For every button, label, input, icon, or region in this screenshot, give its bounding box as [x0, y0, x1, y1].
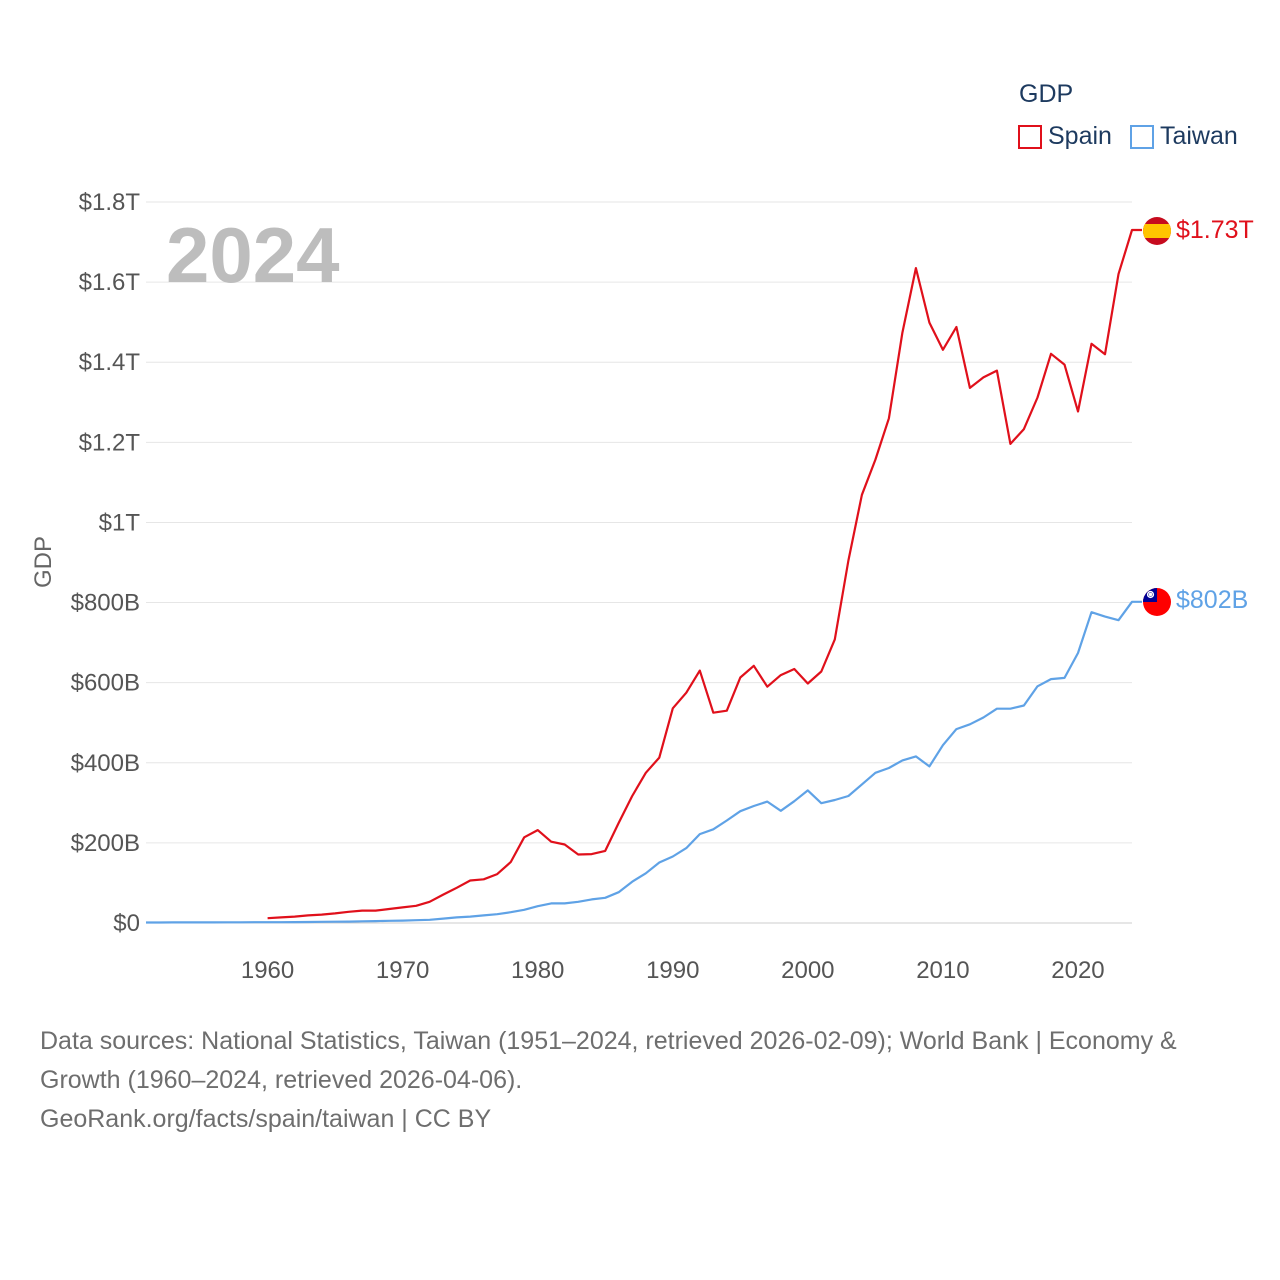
x-tick-label: 1960 — [241, 957, 294, 984]
spain-end-label: $1.73T — [1176, 216, 1254, 244]
legend-label-taiwan: Taiwan — [1159, 122, 1238, 150]
y-tick-label: $600B — [71, 670, 140, 697]
legend-title: GDP — [1019, 80, 1074, 108]
y-axis-ticks: $0 $200B $400B $600B $800B $1T $1.2T $1.4T $1.6T… — [71, 189, 141, 937]
x-tick-label: 1990 — [646, 957, 699, 984]
legend-swatch-spain — [1018, 124, 1042, 149]
legend-item-taiwan[interactable]: Taiwan — [1129, 122, 1238, 151]
x-tick-label: 1970 — [376, 957, 429, 984]
legend: Spain Taiwan — [1018, 122, 1256, 151]
footer-source-link[interactable]: GeoRank.org/facts/spain/taiwan | CC BY — [40, 1105, 492, 1133]
y-axis-title: GDP — [30, 536, 57, 588]
footer-line-2: Growth (1960–2024, retrieved 2026-04-06)… — [40, 1066, 523, 1094]
y-tick-label: $1.4T — [79, 349, 141, 376]
taiwan-end-label: $802B — [1176, 586, 1248, 614]
y-tick-label: $1.6T — [79, 269, 141, 296]
x-axis-ticks: 1960 1970 1980 1990 2000 2010 2020 — [241, 957, 1105, 984]
legend-item-spain[interactable]: Spain — [1018, 122, 1112, 151]
y-tick-label: $200B — [71, 830, 140, 857]
y-tick-label: $1.2T — [79, 429, 141, 456]
y-tick-label: $400B — [71, 750, 140, 777]
x-tick-label: 2010 — [916, 957, 969, 984]
source-footer: Data sources: National Statistics, Taiwa… — [40, 1022, 1250, 1139]
y-tick-label: $1.8T — [79, 189, 141, 216]
taiwan-flag — [1143, 588, 1171, 616]
series-line-spain[interactable] — [267, 228, 1142, 920]
spain-flag — [1143, 217, 1171, 245]
grid-lines — [146, 201, 1132, 924]
series-line-taiwan[interactable] — [146, 600, 1142, 924]
x-tick-label: 2020 — [1051, 957, 1104, 984]
y-tick-label: $800B — [71, 590, 140, 617]
series-lines — [146, 228, 1142, 924]
y-tick-label: $1T — [99, 509, 141, 536]
legend-label-spain: Spain — [1048, 122, 1112, 150]
footer-line-1: Data sources: National Statistics, Taiwa… — [40, 1027, 1177, 1055]
y-tick-label: $0 — [113, 910, 140, 937]
x-tick-label: 2000 — [781, 957, 834, 984]
legend-swatch-taiwan — [1129, 124, 1154, 149]
x-tick-label: 1980 — [511, 957, 564, 984]
year-label: 2024 — [166, 211, 340, 299]
end-markers — [1143, 217, 1171, 616]
